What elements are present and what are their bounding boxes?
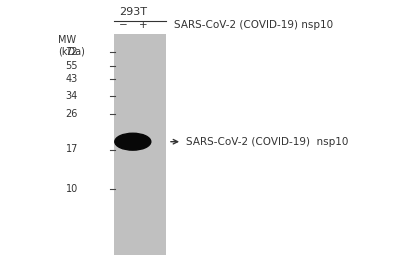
Text: 55: 55 xyxy=(66,61,78,71)
Text: 10: 10 xyxy=(66,184,78,194)
Text: SARS-CoV-2 (COVID-19) nsp10: SARS-CoV-2 (COVID-19) nsp10 xyxy=(174,20,333,30)
Text: 72: 72 xyxy=(66,47,78,57)
Text: −: − xyxy=(119,20,128,30)
Text: +: + xyxy=(139,20,148,30)
Text: MW
(kDa): MW (kDa) xyxy=(58,35,85,57)
Text: 43: 43 xyxy=(66,74,78,84)
Text: 34: 34 xyxy=(66,91,78,101)
Ellipse shape xyxy=(115,133,151,150)
Text: SARS-CoV-2 (COVID-19)  nsp10: SARS-CoV-2 (COVID-19) nsp10 xyxy=(186,137,348,147)
Text: 17: 17 xyxy=(66,145,78,154)
Bar xyxy=(114,34,166,255)
Text: 293T: 293T xyxy=(119,7,147,17)
Text: 26: 26 xyxy=(66,109,78,119)
